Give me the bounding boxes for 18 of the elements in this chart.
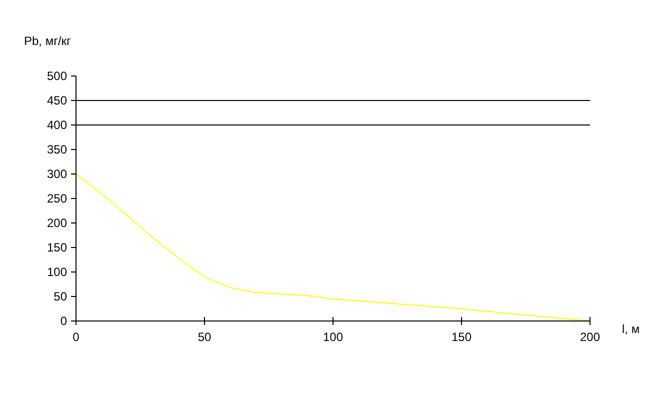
x-tick-label: 0	[72, 330, 80, 344]
y-tick-label: 150	[46, 240, 68, 255]
x-tick-label: 50	[198, 330, 212, 344]
x-axis-title: l, м	[622, 322, 640, 336]
y-tick-label: 50	[54, 290, 68, 304]
y-axis-title: Pb, мг/кг	[24, 34, 72, 48]
y-tick-label: 400	[46, 118, 68, 132]
y-tick-label: 100	[46, 265, 68, 280]
y-tick-label: 350	[46, 142, 68, 157]
x-tick-label: 100	[322, 330, 344, 344]
x-tick-label: 200	[580, 330, 600, 344]
x-tick-label: 150	[451, 330, 472, 344]
y-tick-label: 0	[60, 314, 68, 328]
y-tick-label: 300	[46, 167, 68, 182]
y-tick-label: 200	[46, 216, 68, 230]
y-tick-label: 500	[46, 69, 68, 84]
y-tick-label: 450	[46, 94, 68, 108]
y-tick-label: 250	[46, 192, 68, 206]
